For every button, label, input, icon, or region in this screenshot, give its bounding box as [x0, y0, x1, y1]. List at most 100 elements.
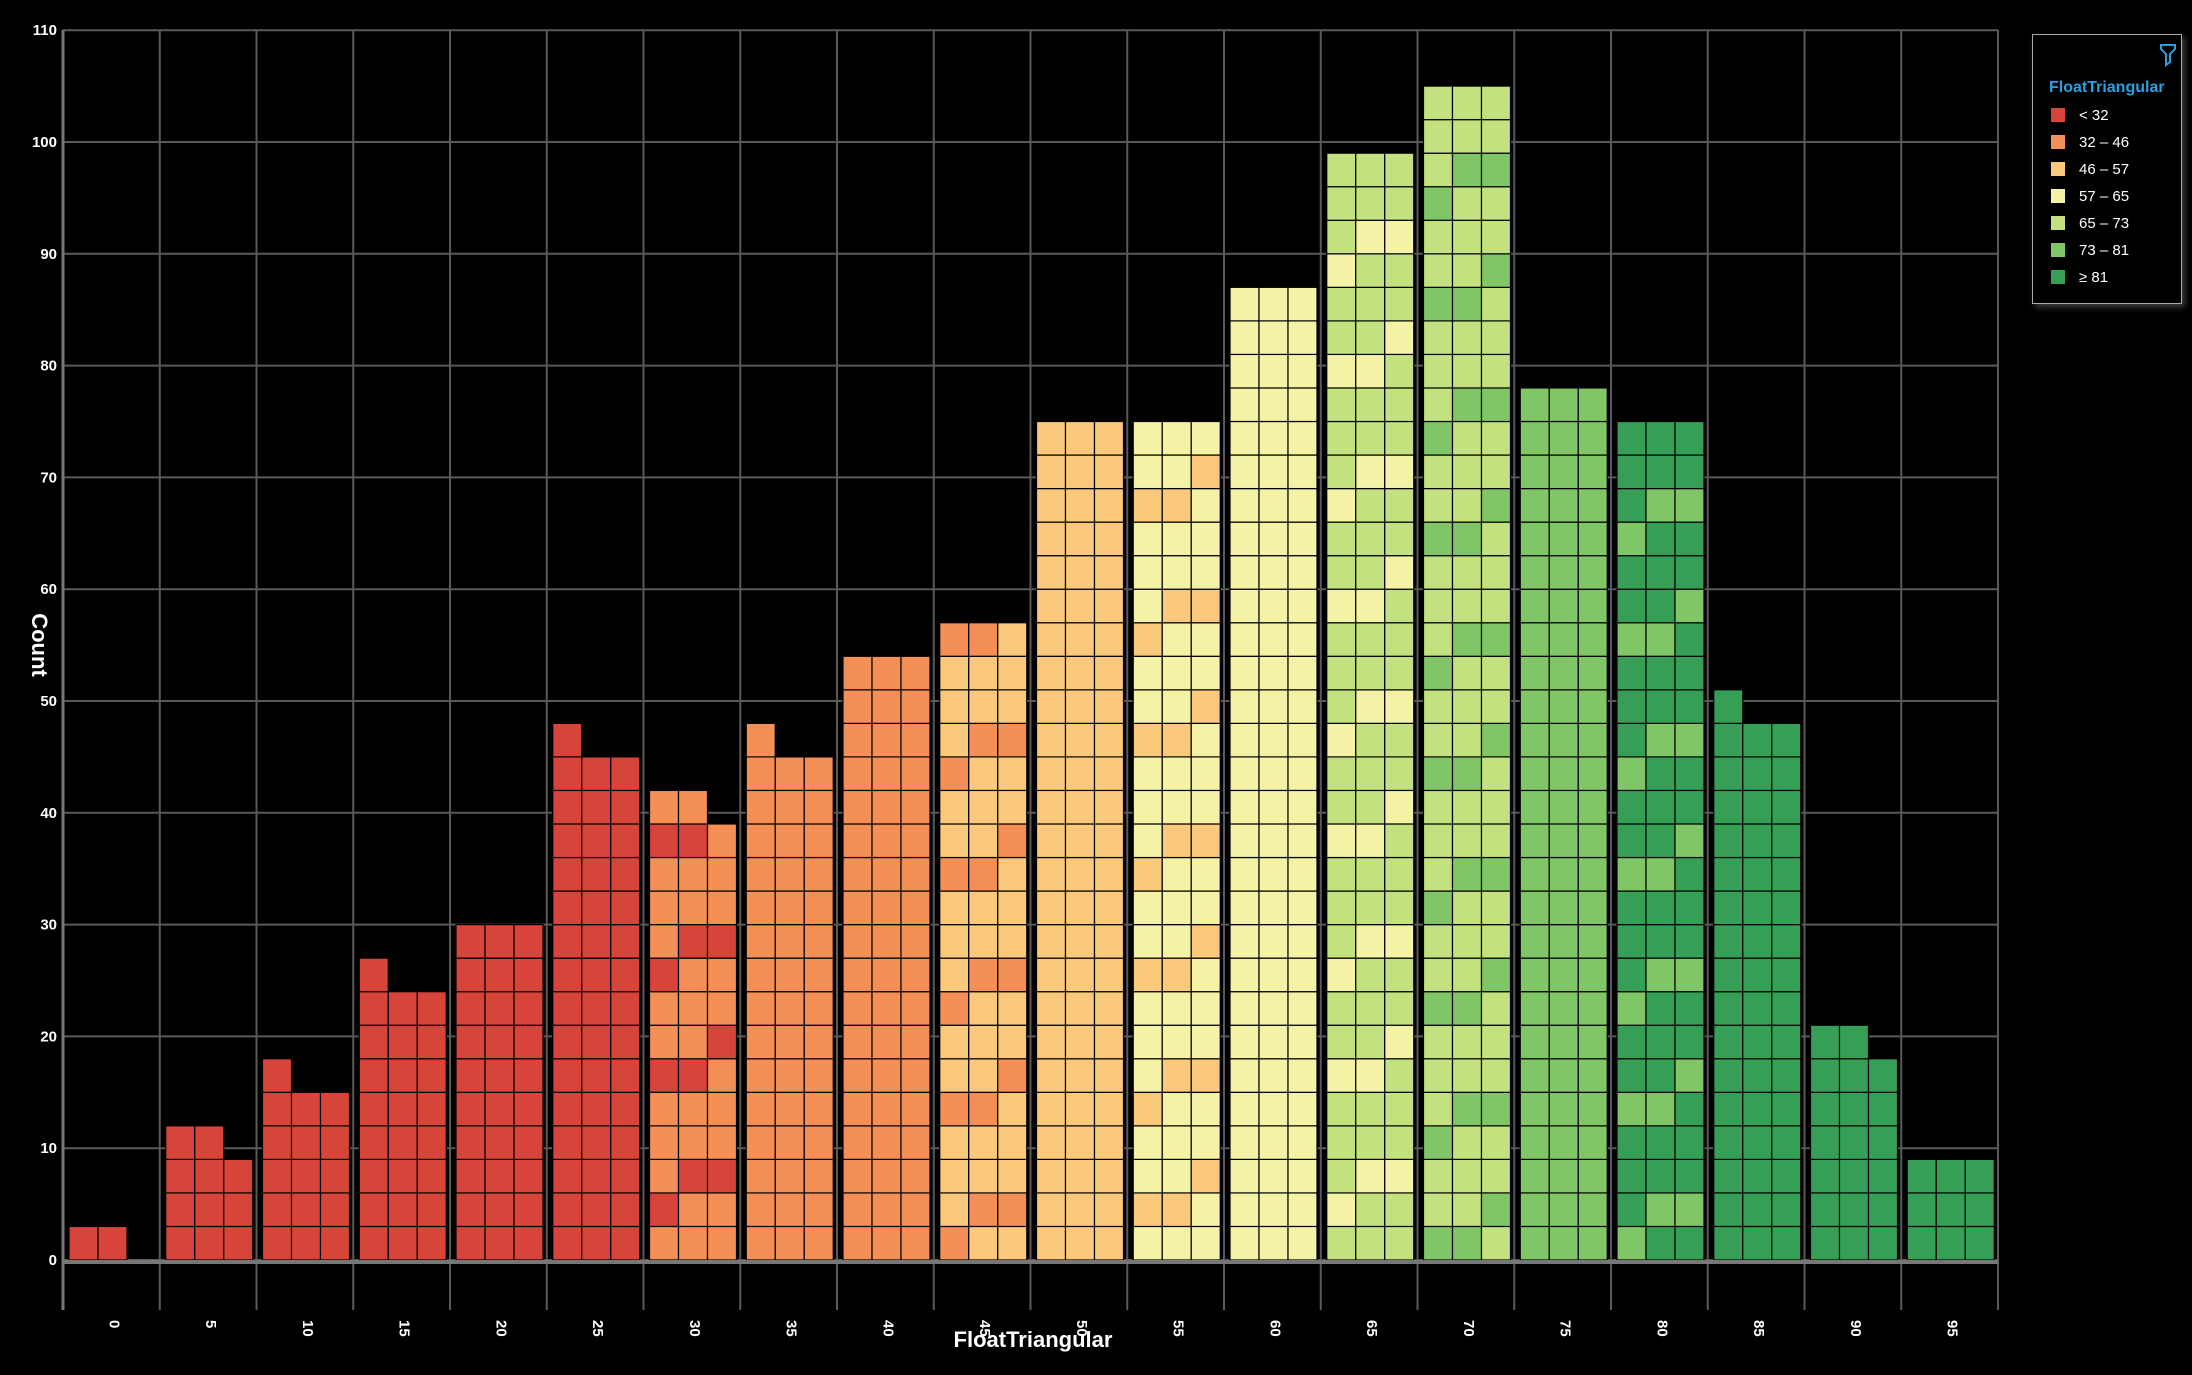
bar-cell[interactable]	[1229, 655, 1260, 691]
bar-cell[interactable]	[1326, 353, 1357, 389]
bar-cell[interactable]	[1287, 655, 1318, 691]
bar-cell[interactable]	[552, 823, 583, 859]
bar-cell[interactable]	[1519, 923, 1550, 959]
bar-cell[interactable]	[1771, 923, 1802, 959]
bar-cell[interactable]	[1355, 588, 1386, 624]
bar-cell[interactable]	[1480, 454, 1512, 490]
bar-cell[interactable]	[261, 1091, 293, 1127]
bar-cell[interactable]	[1326, 487, 1357, 523]
bar-cell[interactable]	[1132, 487, 1163, 523]
bar-cell[interactable]	[1190, 555, 1221, 590]
bar-cell[interactable]	[1384, 756, 1415, 792]
bar-cell[interactable]	[581, 890, 612, 926]
bar-cell[interactable]	[1384, 1158, 1415, 1194]
bar-cell[interactable]	[387, 1192, 418, 1228]
bar-cell[interactable]	[513, 991, 544, 1026]
bar-cell[interactable]	[1035, 890, 1067, 926]
bar-cell[interactable]	[677, 1091, 709, 1127]
bar-cell[interactable]	[871, 890, 902, 926]
bar-cell[interactable]	[1451, 119, 1483, 154]
bar-cell[interactable]	[1713, 689, 1744, 724]
bar-cell[interactable]	[997, 1058, 1028, 1093]
bar-cell[interactable]	[1093, 555, 1125, 590]
bar-cell[interactable]	[1161, 923, 1192, 959]
bar-cell[interactable]	[1355, 420, 1386, 456]
bar-cell[interactable]	[1480, 253, 1512, 288]
bar-cell[interactable]	[1771, 991, 1802, 1026]
bar-cell[interactable]	[552, 1091, 583, 1127]
bar-cell[interactable]	[1355, 353, 1386, 389]
bar-cell[interactable]	[648, 991, 680, 1026]
bar-cell[interactable]	[1577, 823, 1608, 859]
bar-cell[interactable]	[1326, 856, 1357, 892]
bar-cell[interactable]	[1258, 789, 1289, 825]
bar-cell[interactable]	[803, 1091, 834, 1127]
bar-cell[interactable]	[842, 890, 873, 926]
bar-cell[interactable]	[1161, 1058, 1192, 1093]
bar-cell[interactable]	[997, 1158, 1028, 1194]
bar-cell[interactable]	[1548, 454, 1579, 490]
bar-cell[interactable]	[1258, 722, 1289, 758]
bar-cell[interactable]	[997, 856, 1028, 892]
bar-cell[interactable]	[513, 1091, 544, 1127]
bar-cell[interactable]	[1713, 1225, 1744, 1261]
bar-cell[interactable]	[706, 1225, 738, 1261]
bar-cell[interactable]	[1422, 353, 1454, 389]
bar-cell[interactable]	[416, 1158, 447, 1194]
bar-cell[interactable]	[1645, 1192, 1676, 1228]
bar-cell[interactable]	[1161, 487, 1192, 523]
bar-cell[interactable]	[1577, 689, 1608, 724]
bar-cell[interactable]	[677, 923, 709, 959]
bar-cell[interactable]	[1548, 487, 1579, 523]
bar-cell[interactable]	[1258, 320, 1289, 356]
bar-cell[interactable]	[1480, 420, 1512, 456]
bar-cell[interactable]	[1161, 420, 1192, 456]
bar-cell[interactable]	[1935, 1225, 1966, 1261]
bar-cell[interactable]	[1326, 890, 1357, 926]
bar-cell[interactable]	[1451, 1192, 1483, 1228]
bar-cell[interactable]	[1422, 119, 1454, 154]
bar-cell[interactable]	[1326, 789, 1357, 825]
bar-cell[interactable]	[1771, 1125, 1802, 1160]
bar-cell[interactable]	[1577, 756, 1608, 792]
bar-cell[interactable]	[1229, 856, 1260, 892]
bar-cell[interactable]	[1132, 1192, 1163, 1228]
bar-cell[interactable]	[1577, 722, 1608, 758]
bar-cell[interactable]	[1035, 1192, 1067, 1228]
bar-cell[interactable]	[774, 1024, 805, 1060]
bar-cell[interactable]	[1480, 689, 1512, 724]
bar-cell[interactable]	[1771, 1158, 1802, 1194]
bar-cell[interactable]	[1480, 487, 1512, 523]
bar-cell[interactable]	[1064, 823, 1096, 859]
bar-cell[interactable]	[1616, 823, 1647, 859]
bar-cell[interactable]	[1035, 1158, 1067, 1194]
bar-cell[interactable]	[1519, 722, 1550, 758]
bar-cell[interactable]	[1161, 823, 1192, 859]
bar-cell[interactable]	[319, 1225, 351, 1261]
bar-cell[interactable]	[1093, 1158, 1125, 1194]
bar-cell[interactable]	[1161, 756, 1192, 792]
bar-cell[interactable]	[1519, 689, 1550, 724]
bar-cell[interactable]	[1422, 1192, 1454, 1228]
bar-cell[interactable]	[581, 1091, 612, 1127]
bar-cell[interactable]	[1645, 1125, 1676, 1160]
bar-cell[interactable]	[387, 991, 418, 1026]
bar-cell[interactable]	[997, 689, 1028, 724]
bar-cell[interactable]	[1422, 823, 1454, 859]
bar-cell[interactable]	[1616, 1125, 1647, 1160]
bar-cell[interactable]	[1035, 756, 1067, 792]
bar-cell[interactable]	[1258, 454, 1289, 490]
bar-cell[interactable]	[1577, 1058, 1608, 1093]
bar-cell[interactable]	[1674, 991, 1705, 1026]
bar-cell[interactable]	[194, 1225, 225, 1261]
bar-cell[interactable]	[1451, 689, 1483, 724]
bar-cell[interactable]	[1229, 454, 1260, 490]
bar-cell[interactable]	[1674, 1125, 1705, 1160]
bar-cell[interactable]	[1161, 1091, 1192, 1127]
bar-cell[interactable]	[1480, 722, 1512, 758]
bar-cell[interactable]	[1132, 521, 1163, 557]
bar-cell[interactable]	[581, 789, 612, 825]
bar-cell[interactable]	[1229, 1225, 1260, 1261]
bar-cell[interactable]	[1519, 555, 1550, 590]
bar-cell[interactable]	[706, 823, 738, 859]
